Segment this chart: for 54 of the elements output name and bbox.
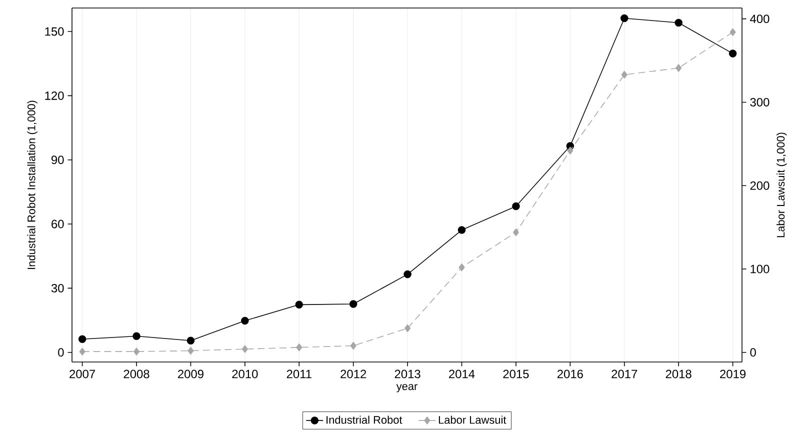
point [512,202,520,210]
x-tick-label: 2013 [394,370,420,378]
y-tick-label: 90 [52,156,64,164]
x-tick-label: 2015 [503,370,529,378]
point [621,70,628,79]
legend-label: Labor Lawsuit [438,416,506,424]
point [404,270,412,278]
point [620,14,628,22]
y-tick-label: 120 [45,91,64,100]
y-tick-label: 0 [58,348,64,357]
y2-tick-label: 100 [750,264,770,274]
x-tick-label: 2010 [232,370,258,378]
y2-tick-label: 400 [750,14,770,24]
point [728,50,737,58]
y2-tick-label: 300 [750,98,770,106]
x-tick-label: 2016 [557,370,583,378]
legend-label: Industrial Robot [326,416,402,424]
x-tick-label: 2008 [124,370,150,378]
point [188,346,194,355]
point [350,342,356,350]
point [676,64,682,72]
point [458,263,465,272]
y-axis-title: Industrial Robot Installation (1,000) [27,100,38,269]
y2-tick-label: 200 [750,181,770,190]
point [186,336,195,344]
y-tick-label: 150 [45,27,64,36]
point [79,348,86,356]
point [674,18,682,27]
x-tick-label: 2011 [286,370,312,378]
point [242,345,248,353]
x-tick-label: 2012 [340,370,366,378]
y2-axis-title: Labor Lawsuit (1,000) [776,132,787,238]
y2-tick-label: 0 [750,348,756,357]
y-tick-label: 60 [52,220,64,228]
x-tick-label: 2014 [449,370,475,378]
x-tick-label: 2019 [720,370,746,378]
point [78,335,86,343]
x-tick-label: 2018 [666,370,692,378]
point [512,228,519,236]
y-tick-label: 30 [51,284,64,292]
x-tick-label: 2017 [612,370,638,378]
point [132,332,140,340]
point [730,28,736,36]
x-tick-label: 2007 [70,370,95,378]
point [296,344,302,352]
x-axis-title: year [396,384,418,392]
point [349,300,358,308]
x-tick-label: 2009 [178,370,204,378]
point [404,324,411,332]
point [295,300,304,309]
point [458,226,466,234]
point [133,348,140,356]
point [241,316,249,325]
point [567,146,574,154]
